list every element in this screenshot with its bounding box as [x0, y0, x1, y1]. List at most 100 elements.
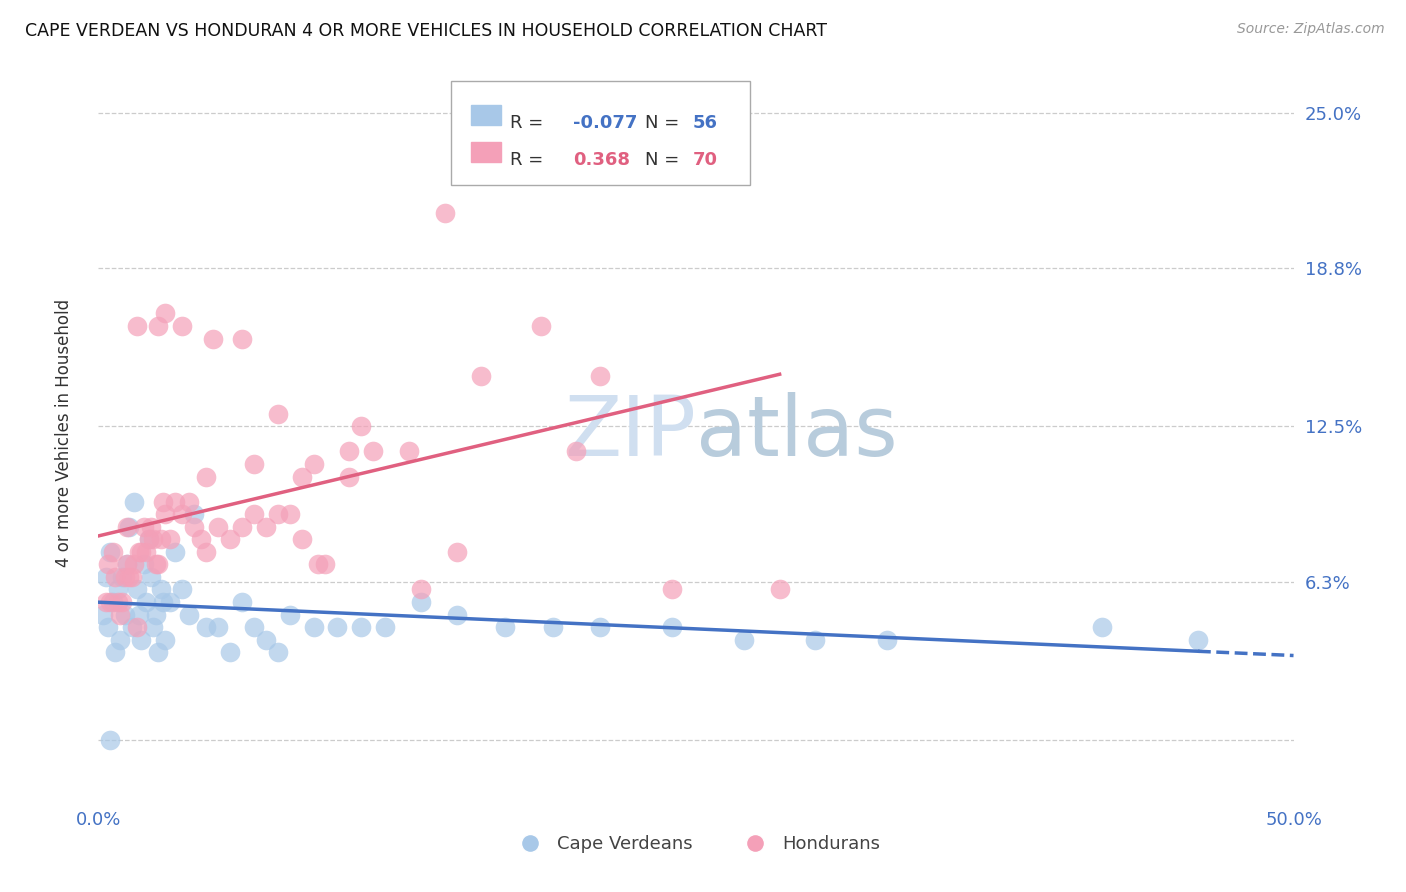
Point	[661, 620, 683, 634]
Point	[145, 558, 167, 572]
Point	[1091, 620, 1114, 634]
Point	[219, 533, 242, 547]
Point	[125, 620, 148, 634]
Point	[94, 570, 117, 584]
Point	[302, 457, 325, 471]
Point	[97, 620, 120, 634]
Point	[243, 620, 266, 634]
Point	[207, 520, 229, 534]
Point	[172, 318, 194, 333]
Point	[108, 607, 131, 622]
Point	[374, 620, 396, 634]
Point	[111, 570, 134, 584]
Point	[108, 632, 131, 647]
Point	[155, 632, 177, 647]
Point	[148, 318, 170, 333]
Text: R =: R =	[509, 152, 543, 169]
Point	[183, 507, 205, 521]
Point	[135, 595, 157, 609]
Point	[135, 545, 157, 559]
Text: R =: R =	[509, 114, 543, 132]
Point	[411, 595, 433, 609]
Point	[104, 570, 127, 584]
Point	[118, 570, 141, 584]
Point	[172, 582, 194, 597]
Point	[541, 620, 564, 634]
Point	[291, 469, 314, 483]
Text: atlas: atlas	[696, 392, 897, 473]
Point	[139, 520, 162, 534]
Point	[589, 369, 612, 384]
Point	[207, 620, 229, 634]
Point	[155, 306, 177, 320]
Legend: Cape Verdeans, Hondurans: Cape Verdeans, Hondurans	[505, 828, 887, 861]
Point	[350, 419, 373, 434]
Point	[231, 520, 253, 534]
Point	[243, 507, 266, 521]
Point	[121, 570, 143, 584]
Point	[107, 582, 129, 597]
Point	[302, 620, 325, 634]
Point	[138, 533, 160, 547]
Point	[307, 558, 329, 572]
Point	[132, 558, 155, 572]
Point	[115, 558, 138, 572]
Point	[183, 520, 205, 534]
Point	[148, 645, 170, 659]
Point	[142, 533, 165, 547]
Point	[101, 595, 124, 609]
Point	[876, 632, 898, 647]
Point	[243, 457, 266, 471]
Point	[125, 582, 148, 597]
Point	[124, 494, 146, 508]
Point	[339, 469, 361, 483]
Point	[470, 369, 492, 384]
Point	[111, 595, 134, 609]
Point	[145, 607, 167, 622]
Point	[172, 507, 194, 521]
Point	[132, 520, 155, 534]
Point	[1187, 632, 1209, 647]
Point	[128, 607, 150, 622]
Point	[673, 169, 696, 183]
Point	[195, 469, 218, 483]
Point	[98, 733, 122, 747]
Point	[159, 595, 181, 609]
Point	[115, 558, 138, 572]
Point	[131, 632, 153, 647]
Text: Source: ZipAtlas.com: Source: ZipAtlas.com	[1237, 22, 1385, 37]
Point	[128, 545, 150, 559]
Point	[494, 620, 516, 634]
Point	[530, 318, 553, 333]
Point	[254, 520, 277, 534]
Point	[267, 645, 290, 659]
Point	[661, 582, 683, 597]
Point	[149, 582, 172, 597]
Point	[125, 318, 148, 333]
Point	[139, 570, 162, 584]
Point	[195, 620, 218, 634]
Point	[155, 507, 177, 521]
Point	[804, 632, 827, 647]
Point	[769, 582, 792, 597]
Point	[104, 645, 127, 659]
Point	[434, 206, 457, 220]
Point	[339, 444, 361, 458]
Point	[163, 545, 186, 559]
Point	[107, 595, 129, 609]
Bar	[471, 142, 501, 162]
Point	[97, 558, 120, 572]
Point	[98, 595, 122, 609]
Point	[114, 570, 136, 584]
Point	[195, 545, 218, 559]
Point	[565, 444, 588, 458]
Text: 56: 56	[692, 114, 717, 132]
Text: 70: 70	[692, 152, 717, 169]
Point	[363, 444, 385, 458]
FancyBboxPatch shape	[451, 81, 749, 185]
Point	[159, 533, 181, 547]
Point	[163, 494, 186, 508]
Point	[121, 620, 143, 634]
Point	[231, 331, 253, 345]
Y-axis label: 4 or more Vehicles in Household: 4 or more Vehicles in Household	[55, 299, 73, 566]
